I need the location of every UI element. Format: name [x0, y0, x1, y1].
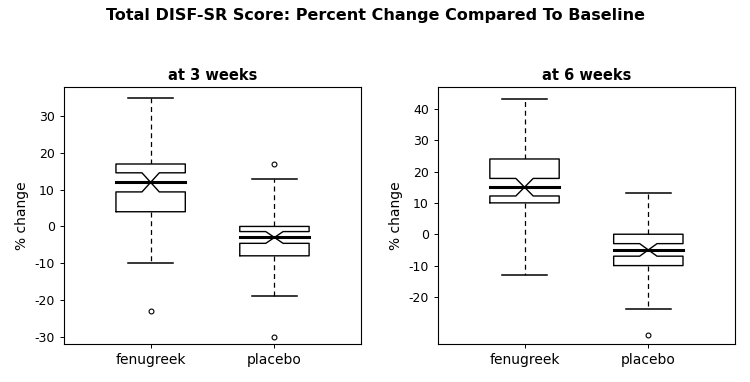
Y-axis label: % change: % change: [389, 181, 403, 250]
Polygon shape: [116, 164, 185, 212]
Title: at 3 weeks: at 3 weeks: [168, 68, 257, 83]
Text: Total DISF-SR Score: Percent Change Compared To Baseline: Total DISF-SR Score: Percent Change Comp…: [106, 8, 644, 23]
Polygon shape: [614, 234, 683, 265]
Y-axis label: % change: % change: [15, 181, 29, 250]
Polygon shape: [490, 159, 560, 203]
Title: at 6 weeks: at 6 weeks: [542, 68, 631, 83]
Polygon shape: [240, 227, 309, 256]
